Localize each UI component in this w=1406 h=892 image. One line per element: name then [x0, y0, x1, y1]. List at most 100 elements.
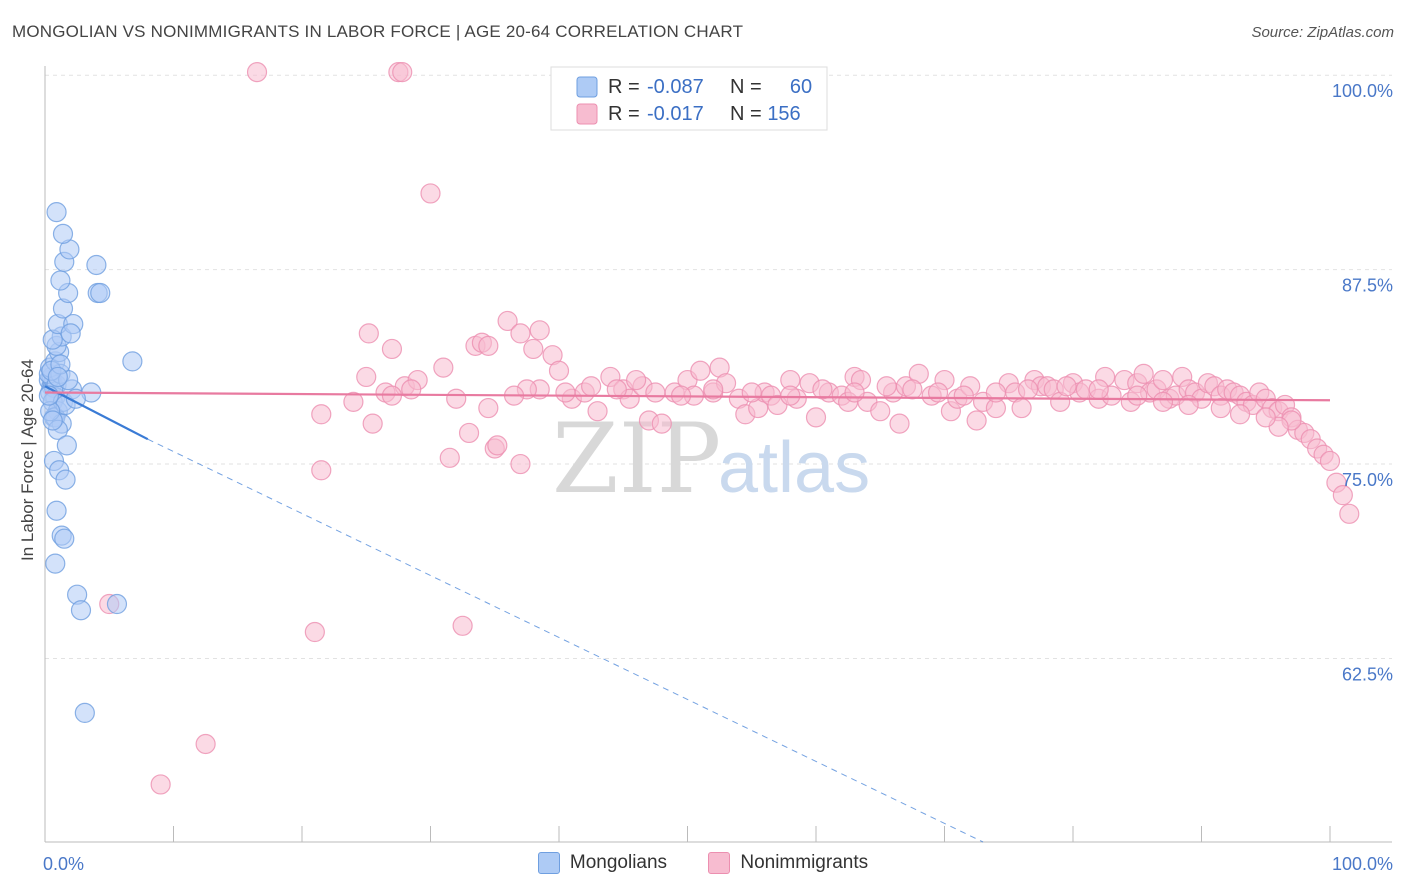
legend-swatch-mongolians	[576, 76, 598, 98]
nonimmigrants-point	[246, 62, 268, 83]
legend-r-label-mongolians: R =	[608, 76, 640, 98]
x-tick-label-min: 0.0%	[43, 854, 84, 874]
series-legend: Mongolians Nonimmigrants	[0, 852, 1406, 880]
nonimmigrants-point	[587, 401, 608, 422]
nonimmigrants-point	[478, 335, 499, 356]
nonimmigrants-point	[1127, 385, 1148, 406]
watermark-atlas: atlas	[718, 428, 870, 508]
nonimmigrants-point	[1011, 397, 1032, 419]
nonimmigrants-point	[311, 404, 332, 425]
nonimmigrants-point	[458, 422, 480, 444]
legend-swatch-nonimmigrants-bottom	[708, 852, 731, 874]
y-tick-label: 87.5%	[1342, 276, 1393, 296]
trend-lines	[44, 385, 1331, 843]
nonimmigrants-point	[150, 774, 171, 795]
nonimmigrants-point	[487, 435, 508, 456]
correlation-legend: R = -0.087 N = 60 R = -0.017 N = 156	[550, 66, 828, 131]
chart-source: Source: ZipAtlas.com	[1251, 24, 1394, 41]
nonimmigrants-point	[780, 385, 801, 406]
nonimmigrants-point	[1332, 485, 1353, 506]
nonimmigrants-point	[1229, 404, 1251, 425]
nonimmigrants-point	[1056, 376, 1077, 397]
nonimmigrants-point	[703, 379, 724, 400]
mongolians-points	[38, 201, 143, 724]
nonimmigrants-point	[870, 401, 891, 422]
legend-item-nonimmigrants[interactable]: Nonimmigrants	[708, 852, 868, 874]
nonimmigrants-point	[401, 379, 422, 400]
nonimmigrants-point	[690, 360, 711, 381]
legend-n-label-nonimmigrants: N =	[730, 103, 762, 125]
mongolians-point	[54, 528, 75, 549]
nonimmigrants-point	[1088, 379, 1109, 400]
nonimmigrants-point	[356, 366, 377, 388]
nonimmigrants-point	[343, 391, 364, 412]
mongolians-trend-line	[44, 385, 149, 441]
nonimmigrants-point	[1152, 391, 1174, 412]
nonimmigrants-point	[1152, 369, 1174, 391]
nonimmigrants-point	[805, 407, 827, 428]
nonimmigrants-point	[1339, 503, 1360, 524]
mongolians-point	[55, 469, 76, 490]
nonimmigrants-point	[439, 447, 460, 468]
nonimmigrants-point	[529, 320, 550, 341]
nonimmigrants-point	[195, 733, 216, 755]
nonimmigrants-point	[304, 621, 325, 643]
nonimmigrants-point	[889, 413, 910, 434]
nonimmigrants-point	[392, 62, 413, 83]
nonimmigrants-point	[645, 382, 666, 403]
nonimmigrants-point	[452, 615, 473, 636]
legend-swatch-mongolians-bottom	[537, 852, 560, 874]
legend-r-label-nonimmigrants: R =	[608, 103, 640, 125]
legend-r-nonimmigrants: -0.017	[647, 103, 704, 125]
mongolians-point	[90, 282, 111, 304]
y-tick-label: 100.0%	[1332, 81, 1393, 101]
mongolians-point	[86, 254, 107, 276]
legend-label-mongolians: Mongolians	[569, 852, 668, 873]
nonimmigrants-point	[812, 379, 833, 400]
nonimmigrants-point	[381, 338, 403, 360]
nonimmigrants-point	[362, 413, 383, 434]
legend-item-mongolians[interactable]: Mongolians	[537, 852, 668, 874]
mongolians-point	[60, 323, 81, 344]
legend-swatch-nonimmigrants	[576, 103, 598, 125]
mongolians-point	[70, 600, 92, 621]
mongolians-point	[106, 593, 128, 615]
mongolians-point	[50, 270, 71, 291]
nonimmigrants-point	[1017, 379, 1039, 400]
nonimmigrants-point	[953, 385, 974, 406]
x-tick-label-max: 100.0%	[1332, 854, 1393, 874]
mongolians-point	[52, 223, 74, 244]
nonimmigrants-point	[358, 323, 379, 344]
nonimmigrants-point	[523, 338, 544, 360]
gridlines	[45, 74, 1392, 659]
nonimmigrants-point	[581, 376, 602, 397]
nonimmigrants-point	[1255, 407, 1276, 428]
legend-n-label-mongolians: N =	[730, 76, 762, 98]
nonimmigrants-point	[651, 413, 672, 434]
nonimmigrants-point	[510, 323, 531, 344]
legend-n-mongolians: 60	[790, 76, 812, 98]
nonimmigrants-point	[433, 357, 454, 378]
nonimmigrants-point	[1210, 397, 1231, 419]
y-tick-label: 62.5%	[1342, 664, 1393, 684]
nonimmigrants-point	[606, 379, 627, 400]
nonimmigrants-point	[497, 310, 518, 332]
nonimmigrants-trend-line	[44, 391, 1331, 402]
legend-label-nonimmigrants: Nonimmigrants	[740, 852, 869, 873]
nonimmigrants-point	[927, 382, 949, 403]
legend-n-nonimmigrants: 156	[767, 103, 800, 125]
nonimmigrants-point	[902, 379, 923, 400]
nonimmigrants-point	[446, 388, 467, 409]
nonimmigrants-point	[420, 183, 441, 204]
nonimmigrants-point	[548, 360, 570, 381]
chart-title: MONGOLIAN VS NONIMMIGRANTS IN LABOR FORC…	[12, 22, 744, 41]
mongolians-point	[46, 201, 67, 223]
mongolians-point	[42, 410, 63, 431]
mongolians-point	[47, 366, 68, 388]
tick-labels: 62.5% 75.0% 87.5% 100.0% 0.0% 100.0%	[43, 81, 1393, 874]
nonimmigrants-point	[876, 376, 897, 397]
legend-r-mongolians: -0.087	[647, 76, 704, 98]
mongolians-point	[56, 435, 77, 456]
mongolians-trend-extrapolated	[147, 438, 984, 843]
